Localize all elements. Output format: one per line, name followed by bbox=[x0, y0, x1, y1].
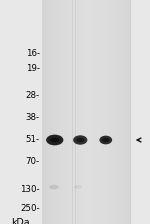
Bar bbox=[45, 0, 48, 224]
Bar bbox=[57, 0, 60, 224]
Ellipse shape bbox=[102, 138, 109, 142]
Bar bbox=[91, 0, 94, 224]
Bar bbox=[115, 0, 118, 224]
Bar bbox=[85, 0, 88, 224]
Bar bbox=[124, 0, 127, 224]
Ellipse shape bbox=[46, 135, 63, 145]
Bar bbox=[42, 0, 130, 224]
Bar bbox=[79, 0, 82, 224]
Bar bbox=[76, 0, 78, 224]
Text: 51-: 51- bbox=[26, 136, 40, 144]
Text: 28-: 28- bbox=[26, 91, 40, 100]
Ellipse shape bbox=[76, 138, 84, 142]
Text: 70-: 70- bbox=[26, 157, 40, 166]
Bar bbox=[121, 0, 124, 224]
Text: 250-: 250- bbox=[20, 204, 40, 213]
Bar bbox=[100, 0, 103, 224]
Bar bbox=[109, 0, 112, 224]
Bar bbox=[82, 0, 85, 224]
Ellipse shape bbox=[50, 138, 60, 142]
Bar bbox=[72, 0, 75, 224]
Bar bbox=[130, 0, 134, 224]
Bar bbox=[42, 0, 45, 224]
Bar bbox=[94, 0, 97, 224]
Ellipse shape bbox=[73, 135, 87, 145]
Bar bbox=[54, 0, 57, 224]
Text: 16-: 16- bbox=[26, 49, 40, 58]
Bar bbox=[69, 0, 72, 224]
Text: 130-: 130- bbox=[20, 185, 40, 194]
Ellipse shape bbox=[99, 136, 112, 144]
Bar bbox=[97, 0, 100, 224]
Bar bbox=[112, 0, 115, 224]
Bar bbox=[51, 0, 54, 224]
Ellipse shape bbox=[74, 185, 82, 189]
Bar bbox=[48, 0, 51, 224]
Bar bbox=[60, 0, 63, 224]
Bar bbox=[63, 0, 66, 224]
Bar bbox=[128, 0, 130, 224]
Ellipse shape bbox=[49, 185, 59, 189]
Bar bbox=[66, 0, 69, 224]
Text: kDa: kDa bbox=[11, 218, 30, 224]
Bar bbox=[103, 0, 106, 224]
Bar bbox=[106, 0, 109, 224]
Text: 19-: 19- bbox=[26, 64, 40, 73]
Bar bbox=[88, 0, 91, 224]
Bar bbox=[118, 0, 121, 224]
Text: 38-: 38- bbox=[26, 113, 40, 122]
